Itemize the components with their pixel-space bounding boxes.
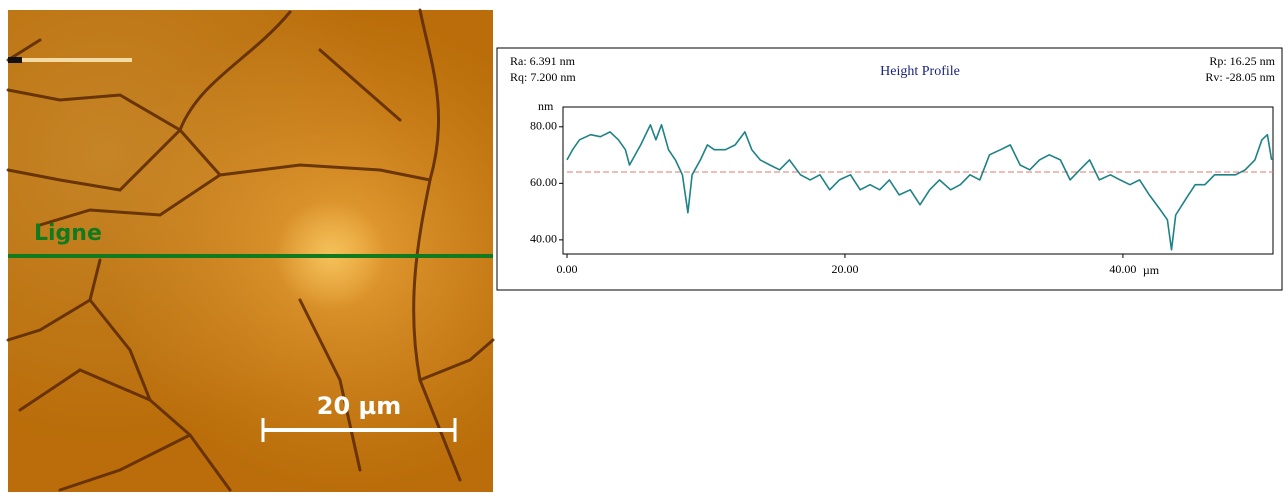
profile-line (566, 124, 1273, 251)
chart: Height Profile Ra: 6.391 nm Rq: 7.200 nm… (496, 47, 1283, 291)
line-label: Ligne (34, 221, 102, 246)
stat-ra: Ra: 6.391 nm (510, 54, 576, 68)
stat-rv: Rv: -28.05 nm (1205, 70, 1275, 84)
afm-image: Ligne 20 µm (6, 8, 495, 492)
scale-bar-label: 20 µm (317, 392, 401, 420)
x-axis-label: µm (1143, 263, 1160, 277)
chart-title: Height Profile (880, 64, 960, 79)
y-tick-label: 80.00 (530, 119, 557, 133)
x-tick-label: 0.00 (557, 262, 578, 276)
y-tick-label: 60.00 (530, 175, 557, 189)
stat-rp: Rp: 16.25 nm (1209, 54, 1275, 68)
x-tick-label: 20.00 (831, 262, 858, 276)
y-axis-label: nm (538, 99, 554, 113)
plot-frame (562, 106, 1274, 255)
chart-frame (496, 47, 1283, 291)
x-tick-label: 40.00 (1109, 262, 1136, 276)
stat-rq: Rq: 7.200 nm (510, 70, 576, 84)
y-tick-label: 40.00 (530, 232, 557, 246)
